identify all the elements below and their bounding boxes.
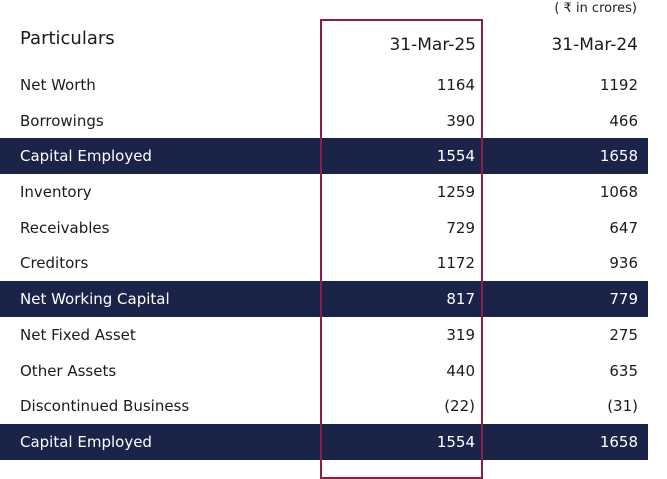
row-label: Capital Employed — [20, 432, 152, 451]
row-label: Net Worth — [20, 76, 96, 94]
table-row: Inventory 1259 1068 — [0, 174, 648, 210]
row-label: Net Working Capital — [20, 290, 170, 309]
row-value-mar25: 729 — [446, 218, 475, 237]
row-value-mar25: 817 — [446, 290, 475, 309]
row-value-mar24: 1068 — [599, 183, 638, 202]
table-header: Particulars 31-Mar-25 31-Mar-24 — [0, 22, 648, 62]
row-value-mar24: 1658 — [599, 432, 638, 451]
row-value-mar24: 275 — [609, 325, 638, 344]
row-value-mar24: 779 — [609, 290, 638, 309]
row-label: Net Fixed Asset — [20, 325, 136, 344]
row-label: Capital Employed — [20, 147, 152, 166]
row-label: Borrowings — [20, 111, 104, 130]
row-value-mar25: 1554 — [436, 432, 475, 451]
table-row: Borrowings 390 466 — [0, 103, 648, 139]
table-row-total: Capital Employed 1554 1658 — [0, 423, 648, 460]
row-value-mar24: 647 — [609, 218, 638, 237]
table-row: Receivables 729 647 — [0, 210, 648, 246]
row-value-mar25: 1172 — [436, 254, 475, 273]
row-value-mar25: (22) — [444, 397, 475, 416]
row-label: Discontinued Business — [20, 397, 190, 416]
row-label: Creditors — [20, 254, 89, 273]
row-value-mar25: 1164 — [436, 76, 475, 94]
header-col-mar24: 31-Mar-24 — [551, 35, 638, 55]
row-label: Inventory — [20, 183, 92, 202]
table-row-total: Net Working Capital 817 779 — [0, 281, 648, 317]
row-value-mar25: 390 — [446, 111, 475, 130]
unit-note: ( ₹ in crores) — [554, 1, 637, 16]
row-label: Receivables — [20, 218, 110, 237]
row-value-mar25: 440 — [446, 361, 475, 380]
row-value-mar24: 936 — [609, 254, 638, 273]
row-value-mar24: (31) — [607, 397, 638, 416]
row-value-mar25: 1259 — [436, 183, 475, 202]
row-value-mar24: 466 — [609, 111, 638, 130]
row-value-mar24: 635 — [609, 361, 638, 380]
header-particulars: Particulars — [20, 28, 115, 49]
header-col-mar25: 31-Mar-25 — [389, 35, 476, 55]
row-value-mar25: 1554 — [436, 147, 475, 166]
row-value-mar24: 1192 — [599, 76, 638, 94]
table-row: Net Worth 1164 1192 — [0, 67, 648, 103]
table-row: Net Fixed Asset 319 275 — [0, 317, 648, 353]
table-row-total: Capital Employed 1554 1658 — [0, 138, 648, 175]
row-label: Other Assets — [20, 361, 117, 380]
row-value-mar25: 319 — [446, 325, 475, 344]
table-row: Creditors 1172 936 — [0, 245, 648, 281]
row-value-mar24: 1658 — [599, 147, 638, 166]
table-row: Other Assets 440 635 — [0, 353, 648, 389]
table-row: Discontinued Business (22) (31) — [0, 388, 648, 424]
capital-employed-table: Net Worth 1164 1192 Borrowings 390 466 C… — [0, 67, 648, 460]
